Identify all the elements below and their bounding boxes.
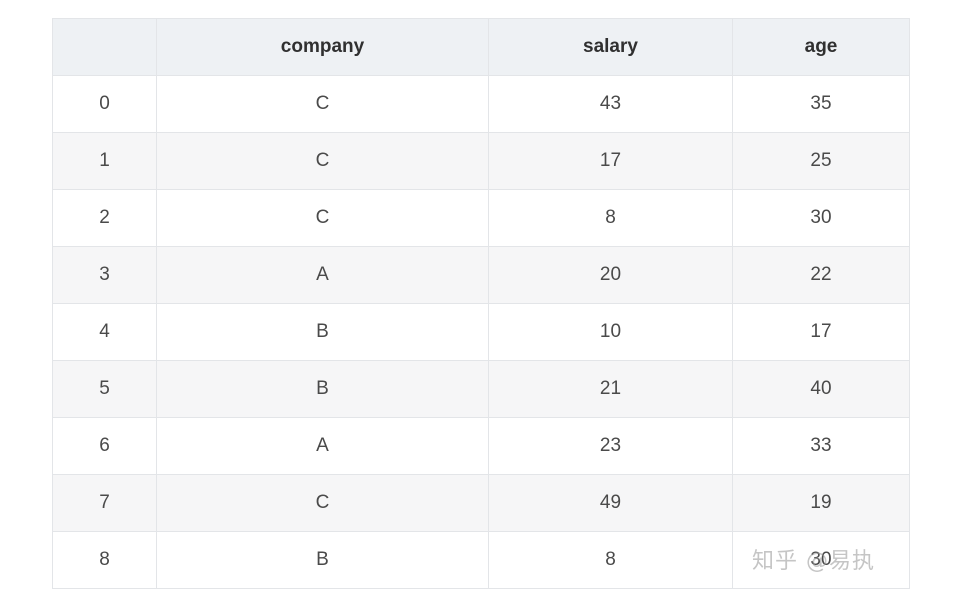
row-index: 2 [52, 189, 157, 247]
age-cell: 33 [732, 417, 910, 475]
salary-cell: 10 [488, 303, 733, 361]
age-cell: 19 [732, 474, 910, 532]
company-cell: C [156, 75, 489, 133]
row-index: 1 [52, 132, 157, 190]
company-cell: A [156, 246, 489, 304]
age-cell: 30 [732, 189, 910, 247]
table-row: 0 C 43 35 [52, 75, 910, 133]
table-row: 1 C 17 25 [52, 132, 910, 190]
row-index: 4 [52, 303, 157, 361]
company-cell: B [156, 531, 489, 589]
company-cell: C [156, 189, 489, 247]
salary-cell: 17 [488, 132, 733, 190]
salary-cell: 23 [488, 417, 733, 475]
age-cell: 17 [732, 303, 910, 361]
table-row: 5 B 21 40 [52, 360, 910, 418]
salary-cell: 43 [488, 75, 733, 133]
age-header: age [732, 18, 910, 76]
row-index: 8 [52, 531, 157, 589]
company-cell: B [156, 360, 489, 418]
table-header-row: company salary age [52, 18, 910, 76]
row-index: 0 [52, 75, 157, 133]
age-cell: 40 [732, 360, 910, 418]
age-cell: 30 [732, 531, 910, 589]
company-cell: B [156, 303, 489, 361]
table-row: 2 C 8 30 [52, 189, 910, 247]
data-table-container: company salary age 0 C 43 35 1 C 17 25 2… [52, 18, 910, 589]
age-cell: 22 [732, 246, 910, 304]
index-header [52, 18, 157, 76]
salary-cell: 8 [488, 531, 733, 589]
age-cell: 25 [732, 132, 910, 190]
dataframe-table: company salary age 0 C 43 35 1 C 17 25 2… [52, 18, 910, 589]
table-row: 3 A 20 22 [52, 246, 910, 304]
table-row: 7 C 49 19 [52, 474, 910, 532]
age-cell: 35 [732, 75, 910, 133]
row-index: 3 [52, 246, 157, 304]
salary-cell: 20 [488, 246, 733, 304]
table-row: 6 A 23 33 [52, 417, 910, 475]
table-row: 4 B 10 17 [52, 303, 910, 361]
salary-cell: 8 [488, 189, 733, 247]
row-index: 6 [52, 417, 157, 475]
row-index: 7 [52, 474, 157, 532]
row-index: 5 [52, 360, 157, 418]
salary-cell: 49 [488, 474, 733, 532]
company-cell: C [156, 474, 489, 532]
table-row: 8 B 8 30 [52, 531, 910, 589]
salary-header: salary [488, 18, 733, 76]
salary-cell: 21 [488, 360, 733, 418]
company-header: company [156, 18, 489, 76]
company-cell: A [156, 417, 489, 475]
company-cell: C [156, 132, 489, 190]
